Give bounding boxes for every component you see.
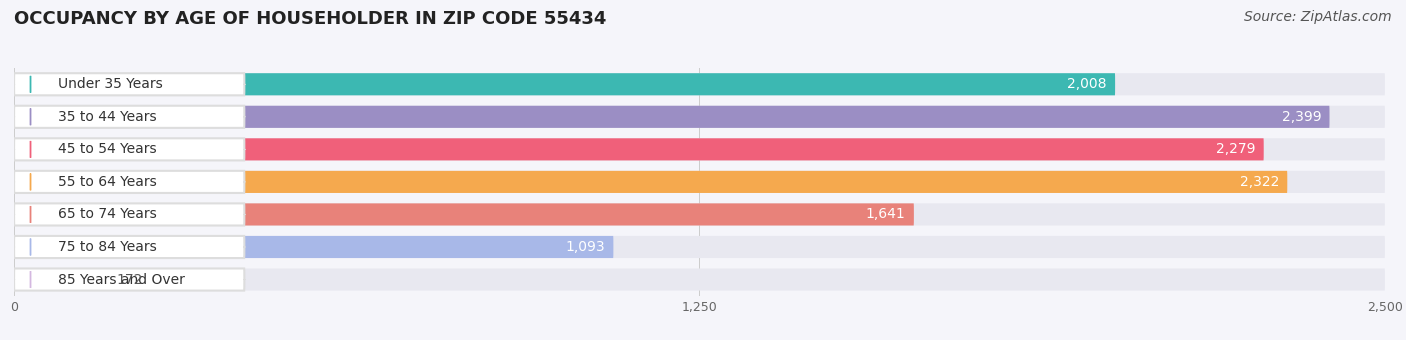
FancyBboxPatch shape [14, 138, 1385, 160]
FancyBboxPatch shape [14, 203, 1385, 225]
Text: 172: 172 [117, 273, 143, 287]
FancyBboxPatch shape [14, 138, 1264, 160]
Text: 2,399: 2,399 [1282, 110, 1322, 124]
FancyBboxPatch shape [14, 138, 245, 160]
Text: 2,322: 2,322 [1240, 175, 1279, 189]
Text: 85 Years and Over: 85 Years and Over [58, 273, 184, 287]
Text: 75 to 84 Years: 75 to 84 Years [58, 240, 156, 254]
FancyBboxPatch shape [14, 73, 245, 95]
Text: 1,093: 1,093 [565, 240, 605, 254]
FancyBboxPatch shape [14, 269, 108, 291]
FancyBboxPatch shape [14, 203, 914, 225]
FancyBboxPatch shape [14, 236, 613, 258]
FancyBboxPatch shape [14, 73, 1385, 95]
Text: 2,279: 2,279 [1216, 142, 1256, 156]
Text: Under 35 Years: Under 35 Years [58, 77, 163, 91]
FancyBboxPatch shape [14, 171, 1288, 193]
FancyBboxPatch shape [14, 171, 245, 193]
FancyBboxPatch shape [14, 236, 1385, 258]
FancyBboxPatch shape [14, 269, 1385, 291]
FancyBboxPatch shape [14, 236, 245, 258]
FancyBboxPatch shape [14, 106, 1330, 128]
Text: 35 to 44 Years: 35 to 44 Years [58, 110, 156, 124]
Text: 45 to 54 Years: 45 to 54 Years [58, 142, 156, 156]
Text: Source: ZipAtlas.com: Source: ZipAtlas.com [1244, 10, 1392, 24]
FancyBboxPatch shape [14, 269, 245, 291]
Text: 2,008: 2,008 [1067, 77, 1107, 91]
FancyBboxPatch shape [14, 106, 1385, 128]
Text: 1,641: 1,641 [866, 207, 905, 221]
FancyBboxPatch shape [14, 106, 245, 128]
Text: OCCUPANCY BY AGE OF HOUSEHOLDER IN ZIP CODE 55434: OCCUPANCY BY AGE OF HOUSEHOLDER IN ZIP C… [14, 10, 606, 28]
Text: 55 to 64 Years: 55 to 64 Years [58, 175, 156, 189]
FancyBboxPatch shape [14, 73, 1115, 95]
Text: 65 to 74 Years: 65 to 74 Years [58, 207, 156, 221]
FancyBboxPatch shape [14, 203, 245, 225]
FancyBboxPatch shape [14, 171, 1385, 193]
